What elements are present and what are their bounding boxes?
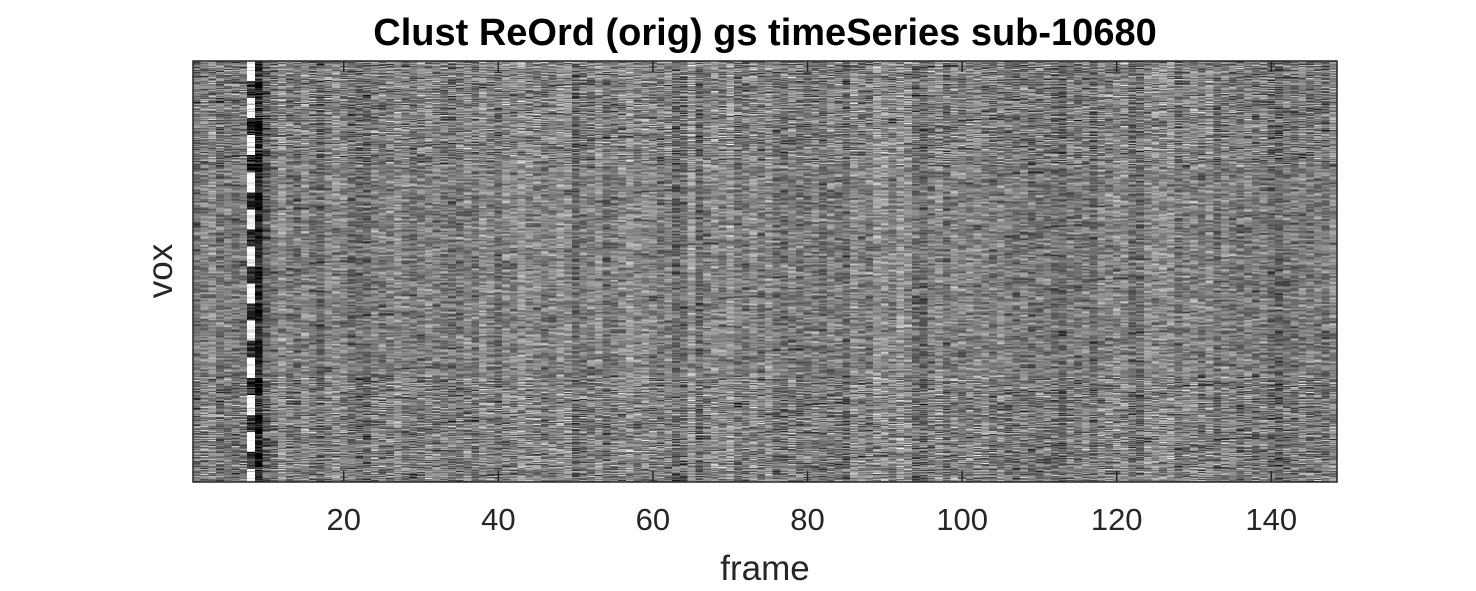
x-tick-label: 40 — [481, 502, 515, 537]
x-tick-label: 80 — [790, 502, 824, 537]
x-tick-label: 100 — [936, 502, 988, 537]
x-axis-ticks: 20 40 60 80 100 120 140 — [326, 61, 1297, 537]
axes-box — [192, 60, 1338, 483]
plot-area — [192, 60, 1338, 483]
x-tick-label: 120 — [1091, 502, 1143, 537]
x-tick-label: 60 — [636, 502, 670, 537]
x-tick-label: 140 — [1245, 502, 1297, 537]
x-tick-label: 20 — [326, 502, 360, 537]
chart-title: Clust ReOrd (orig) gs timeSeries sub-106… — [373, 12, 1156, 54]
y-axis-label: vox — [141, 243, 180, 298]
x-axis-label: frame — [720, 549, 809, 588]
heatmap-image — [193, 61, 1337, 482]
